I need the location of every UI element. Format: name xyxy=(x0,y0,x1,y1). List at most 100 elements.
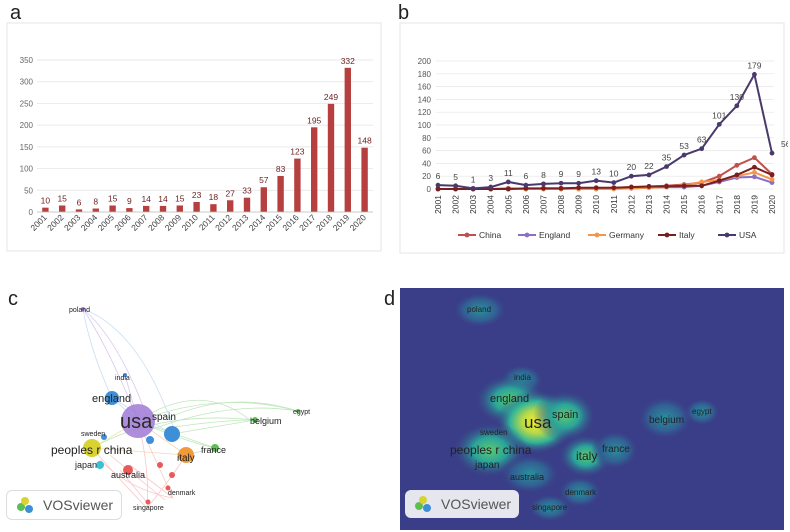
bar-2014 xyxy=(260,187,267,212)
point-USA-2009 xyxy=(576,180,582,186)
point-Italy-2018 xyxy=(734,172,740,178)
y-tick-label-a: 350 xyxy=(20,56,34,65)
y-tick-label-a: 250 xyxy=(20,99,34,108)
label-england: england xyxy=(92,393,131,405)
usa-label-2006: 6 xyxy=(524,171,529,181)
legend-label-Italy: Italy xyxy=(679,230,695,240)
panel-label-a: a xyxy=(10,2,22,24)
vosviewer-badge-d: VOSviewer xyxy=(405,490,520,518)
usa-label-2010: 13 xyxy=(591,167,601,177)
node-australia[interactable] xyxy=(123,465,133,475)
series-line-Italy xyxy=(438,166,773,190)
density-labels: usa spain england peoples r china italy … xyxy=(450,305,712,512)
density-label-japan: japan xyxy=(474,460,499,471)
node-denmark[interactable] xyxy=(165,485,171,491)
point-Italy-2011 xyxy=(611,185,617,191)
y-tick-label-b: 200 xyxy=(418,57,432,66)
point-USA-2008 xyxy=(558,180,564,186)
legend-label-USA: USA xyxy=(739,230,757,240)
point-Italy-2015 xyxy=(681,183,687,189)
point-Italy-2009 xyxy=(576,185,582,191)
panel-label-c: c xyxy=(8,288,18,310)
bar-chart-publications: 0501001502002503003501020011520026200382… xyxy=(6,22,382,252)
point-USA-2001 xyxy=(435,182,441,188)
panel-label-b: b xyxy=(398,2,410,24)
bar-2008 xyxy=(159,205,167,212)
y-tick-label-b: 20 xyxy=(422,172,431,181)
x-tick-label-b-2016: 2016 xyxy=(697,195,707,214)
node-peoples-r-china[interactable] xyxy=(83,439,101,457)
point-USA-2013 xyxy=(646,172,652,178)
vosviewer-brand: VOSviewer xyxy=(43,497,114,513)
vosviewer-badge-c: VOSviewer xyxy=(6,490,123,520)
bar-2012 xyxy=(227,200,234,212)
legend-marker-England xyxy=(524,232,530,238)
label-australia: australia xyxy=(111,470,145,480)
usa-label-2018: 130 xyxy=(730,92,744,102)
y-tick-label-a: 100 xyxy=(20,165,34,174)
density-label-sweden: sweden xyxy=(480,428,508,437)
x-tick-label-b-2004: 2004 xyxy=(486,195,496,214)
point-USA-2005 xyxy=(505,179,511,185)
node-poland[interactable] xyxy=(81,307,85,311)
node-egypt[interactable] xyxy=(296,409,300,413)
usa-label-2003: 1 xyxy=(471,174,476,184)
data-label-2010: 23 xyxy=(192,190,202,200)
density-label-usa: usa xyxy=(524,413,552,432)
node-india[interactable] xyxy=(123,373,127,377)
point-Italy-2013 xyxy=(646,184,652,189)
node-spain[interactable] xyxy=(164,426,180,442)
data-label-2007: 14 xyxy=(141,194,151,204)
bar-2009 xyxy=(176,205,183,212)
data-label-2012: 27 xyxy=(225,188,235,198)
x-tick-label-b-2017: 2017 xyxy=(714,195,724,214)
data-label-2019: 332 xyxy=(341,56,355,66)
density-label-england: england xyxy=(490,393,529,405)
node-italy[interactable] xyxy=(178,447,194,463)
point-Italy-2012 xyxy=(628,184,634,190)
usa-label-2004: 3 xyxy=(488,173,493,183)
x-tick-label-b-2001: 2001 xyxy=(433,195,443,214)
node-belgium[interactable] xyxy=(252,417,258,423)
x-tick-label-b-2014: 2014 xyxy=(662,195,672,214)
node-japan[interactable] xyxy=(96,461,104,469)
y-tick-label-a: 150 xyxy=(20,143,34,152)
point-USA-2012 xyxy=(628,173,634,179)
data-label-2014: 57 xyxy=(259,175,269,185)
bar-2004 xyxy=(92,208,99,212)
label-france: france xyxy=(201,445,226,455)
x-tick-label-b-2018: 2018 xyxy=(732,195,742,214)
vosviewer-brand-d: VOSviewer xyxy=(441,496,512,512)
bar-2001 xyxy=(42,207,49,212)
data-label-2011: 18 xyxy=(209,192,219,202)
node-sweden[interactable] xyxy=(101,434,107,440)
point-Italy-2017 xyxy=(716,178,722,184)
usa-label-2016: 63 xyxy=(697,135,707,145)
point-USA-2018 xyxy=(734,103,740,109)
point-USA-2004 xyxy=(488,184,494,190)
bar-2007 xyxy=(143,205,150,212)
usa-label-2005: 11 xyxy=(504,168,513,178)
y-tick-label-a: 50 xyxy=(24,186,33,195)
usa-label-2015: 53 xyxy=(679,141,689,151)
density-label-egypt: egypt xyxy=(692,407,712,416)
density-blobs xyxy=(452,292,720,522)
point-China-2017 xyxy=(716,173,722,179)
point-USA-2003 xyxy=(470,185,476,191)
node-usa[interactable] xyxy=(121,404,155,438)
density-label-denmark: denmark xyxy=(565,488,597,497)
point-USA-2006 xyxy=(523,182,529,188)
point-USA-2020 xyxy=(769,150,775,156)
x-tick-label-b-2002: 2002 xyxy=(451,195,461,214)
point-Italy-2014 xyxy=(664,184,669,189)
node-france[interactable] xyxy=(211,444,219,452)
legend-label-China: China xyxy=(479,230,501,240)
node-singapore[interactable] xyxy=(145,499,151,505)
bar-2005 xyxy=(109,205,116,212)
vosviewer-logo-icon xyxy=(415,496,431,512)
node-england[interactable] xyxy=(105,391,119,405)
usa-label-2008: 9 xyxy=(559,169,564,179)
bar-2015 xyxy=(277,175,284,212)
data-label-2016: 123 xyxy=(290,147,304,157)
usa-label-2007: 8 xyxy=(541,170,546,180)
